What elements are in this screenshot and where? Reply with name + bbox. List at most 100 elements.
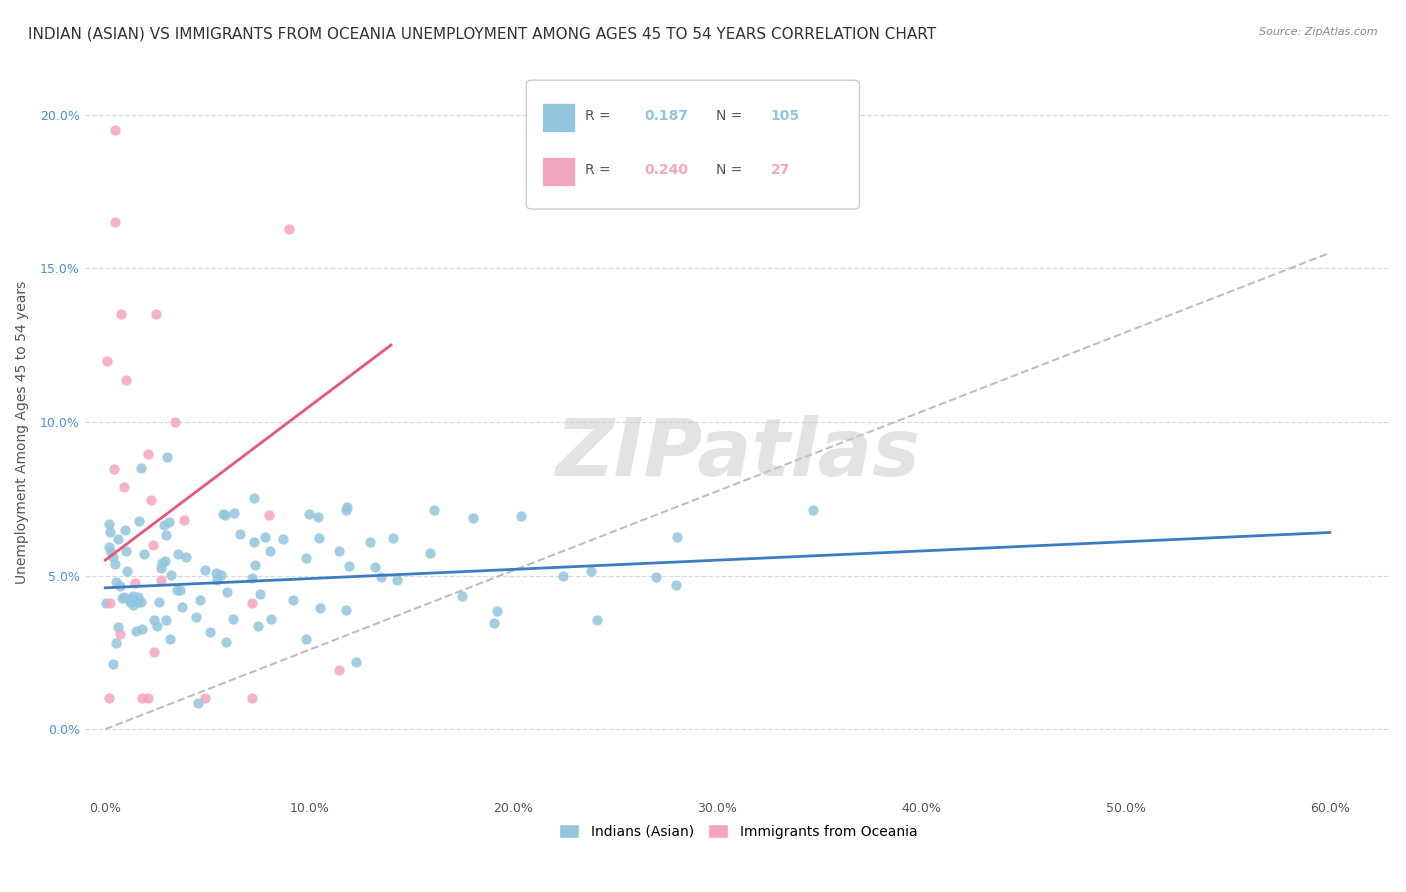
- Point: [115, 543, 138, 558]
- Point: [122, 589, 145, 603]
- Text: R =: R =: [585, 163, 614, 178]
- Point: [166, 582, 188, 597]
- Point: [134, 547, 156, 561]
- Point: [150, 560, 173, 574]
- Point: [257, 508, 280, 523]
- Point: [666, 530, 689, 544]
- FancyBboxPatch shape: [541, 157, 575, 186]
- Text: R =: R =: [585, 109, 614, 123]
- Point: [100, 545, 122, 559]
- Point: [553, 569, 575, 583]
- Point: [510, 509, 533, 524]
- Point: [186, 609, 208, 624]
- Point: [170, 599, 193, 614]
- Point: [112, 591, 135, 605]
- Point: [198, 625, 221, 640]
- Point: [115, 373, 138, 387]
- Point: [328, 543, 350, 558]
- Point: [160, 567, 183, 582]
- Point: [100, 524, 122, 539]
- Point: [107, 620, 129, 634]
- Point: [486, 604, 509, 618]
- Point: [131, 622, 153, 636]
- Point: [307, 509, 329, 524]
- Point: [205, 566, 228, 580]
- Point: [382, 531, 405, 545]
- Point: [385, 573, 408, 587]
- Point: [131, 461, 153, 475]
- Point: [187, 696, 209, 710]
- FancyBboxPatch shape: [541, 103, 575, 132]
- Point: [150, 556, 173, 570]
- Point: [229, 527, 252, 541]
- Point: [337, 558, 360, 573]
- Point: [153, 554, 176, 568]
- Point: [344, 655, 367, 669]
- Point: [215, 585, 238, 599]
- Point: [664, 578, 686, 592]
- Point: [215, 635, 238, 649]
- Point: [259, 543, 281, 558]
- Point: [131, 691, 153, 706]
- Point: [260, 612, 283, 626]
- FancyBboxPatch shape: [526, 80, 859, 209]
- Point: [98, 691, 121, 706]
- Point: [298, 507, 321, 521]
- Point: [359, 535, 381, 549]
- Point: [105, 575, 128, 590]
- Point: [173, 513, 195, 527]
- Point: [336, 500, 359, 514]
- Point: [155, 613, 177, 627]
- Legend: Indians (Asian), Immigrants from Oceania: Indians (Asian), Immigrants from Oceania: [553, 819, 922, 845]
- Point: [150, 573, 173, 587]
- Point: [139, 492, 162, 507]
- Point: [243, 491, 266, 505]
- Point: [97, 517, 120, 532]
- Text: ZIPatlas: ZIPatlas: [555, 416, 921, 493]
- Point: [585, 613, 607, 627]
- Point: [159, 515, 181, 529]
- Y-axis label: Unemployment Among Ages 45 to 54 years: Unemployment Among Ages 45 to 54 years: [15, 281, 30, 584]
- Point: [245, 558, 267, 572]
- Point: [143, 613, 166, 627]
- Point: [96, 354, 118, 368]
- Point: [127, 590, 149, 604]
- Point: [482, 616, 505, 631]
- Point: [294, 632, 316, 646]
- Point: [146, 619, 169, 633]
- Point: [295, 551, 318, 566]
- Point: [240, 691, 263, 706]
- Point: [98, 596, 121, 610]
- Point: [155, 528, 177, 542]
- Point: [579, 564, 602, 578]
- Point: [328, 664, 350, 678]
- Point: [128, 514, 150, 528]
- Point: [419, 546, 441, 560]
- Point: [174, 549, 197, 564]
- Point: [110, 307, 132, 321]
- Point: [115, 564, 138, 578]
- Point: [111, 591, 134, 606]
- Point: [308, 531, 330, 545]
- Point: [114, 523, 136, 537]
- Point: [214, 508, 236, 522]
- Text: 0.240: 0.240: [644, 163, 688, 178]
- Point: [243, 535, 266, 549]
- Point: [246, 619, 269, 633]
- Point: [253, 530, 276, 544]
- Point: [335, 503, 357, 517]
- Text: 27: 27: [770, 163, 790, 178]
- Point: [309, 601, 332, 615]
- Point: [96, 596, 118, 610]
- Text: 0.187: 0.187: [644, 109, 688, 123]
- Point: [101, 657, 124, 672]
- Point: [169, 582, 191, 597]
- Point: [142, 645, 165, 659]
- Point: [644, 570, 666, 584]
- Text: 105: 105: [770, 109, 800, 123]
- Point: [212, 507, 235, 521]
- Point: [156, 450, 179, 464]
- Point: [370, 569, 392, 583]
- Point: [249, 587, 271, 601]
- Point: [118, 592, 141, 607]
